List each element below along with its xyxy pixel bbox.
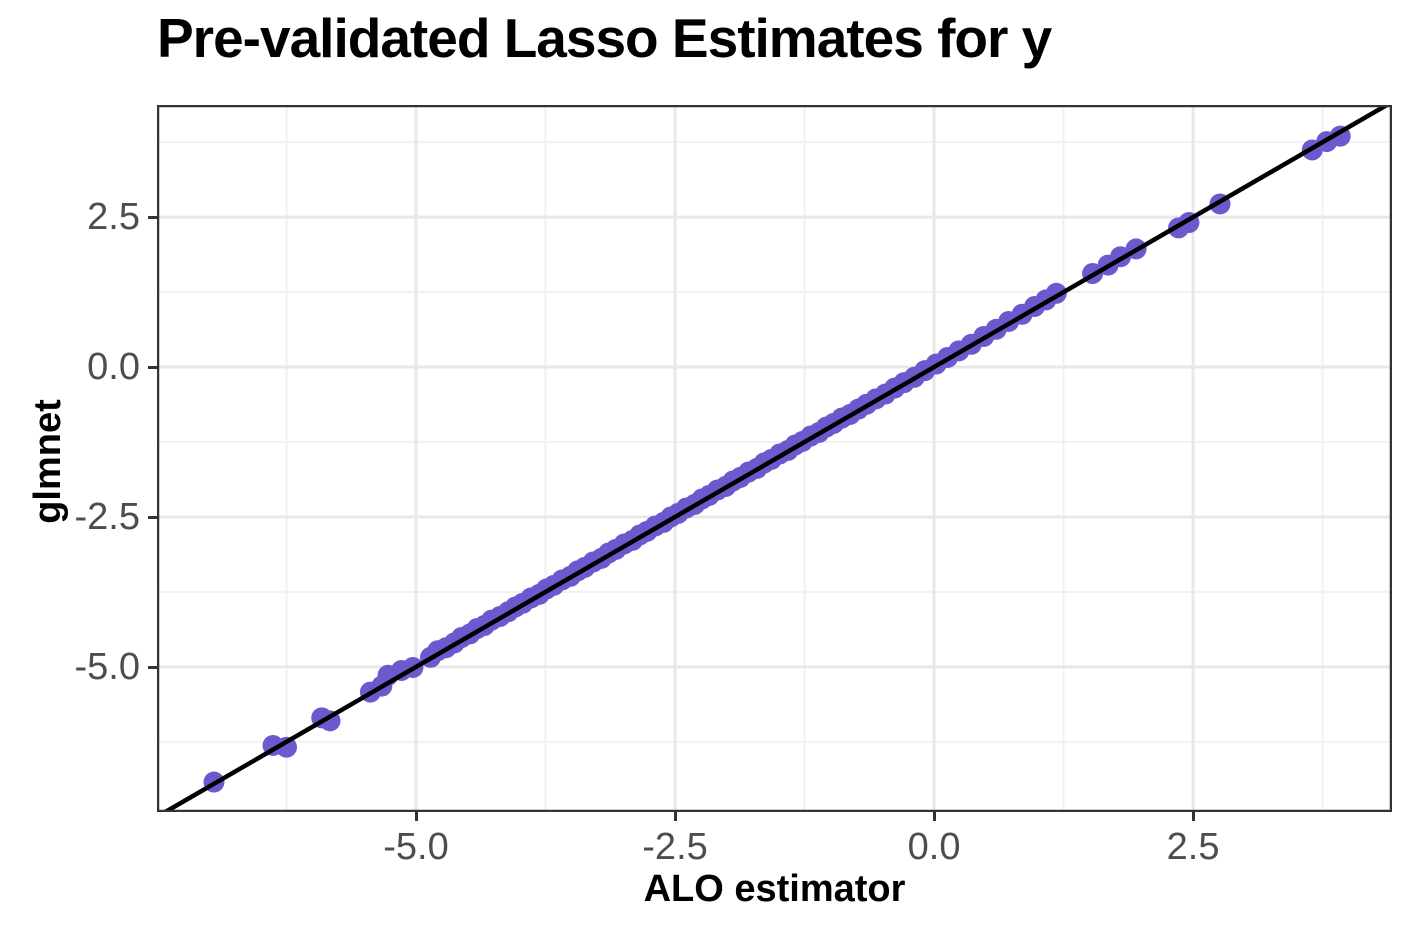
x-axis-title: ALO estimator xyxy=(643,868,906,910)
plot-canvas xyxy=(157,105,1392,812)
chart-title: Pre-validated Lasso Estimates for y xyxy=(157,7,1052,69)
panel-border xyxy=(157,105,1392,812)
y-tick-mark xyxy=(148,366,157,370)
y-tick-label: 2.5 xyxy=(87,196,140,239)
x-tick-label: 2.5 xyxy=(1166,826,1220,868)
plot-panel xyxy=(157,105,1392,812)
x-tick-mark xyxy=(1192,812,1196,821)
x-tick-mark xyxy=(933,812,937,821)
x-tick-label: 0.0 xyxy=(907,826,961,868)
y-tick-label: 0.0 xyxy=(87,346,140,389)
identity-line xyxy=(164,105,1388,812)
y-tick-label: -5.0 xyxy=(74,645,140,688)
x-tick-label: -5.0 xyxy=(383,826,449,868)
x-tick-mark xyxy=(415,812,419,821)
y-tick-mark xyxy=(148,515,157,519)
y-tick-mark xyxy=(148,216,157,220)
y-tick-mark xyxy=(148,665,157,669)
y-tick-label: -2.5 xyxy=(74,495,140,538)
x-tick-mark xyxy=(674,812,678,821)
x-tick-label: -2.5 xyxy=(642,826,708,868)
data-point xyxy=(276,736,298,758)
